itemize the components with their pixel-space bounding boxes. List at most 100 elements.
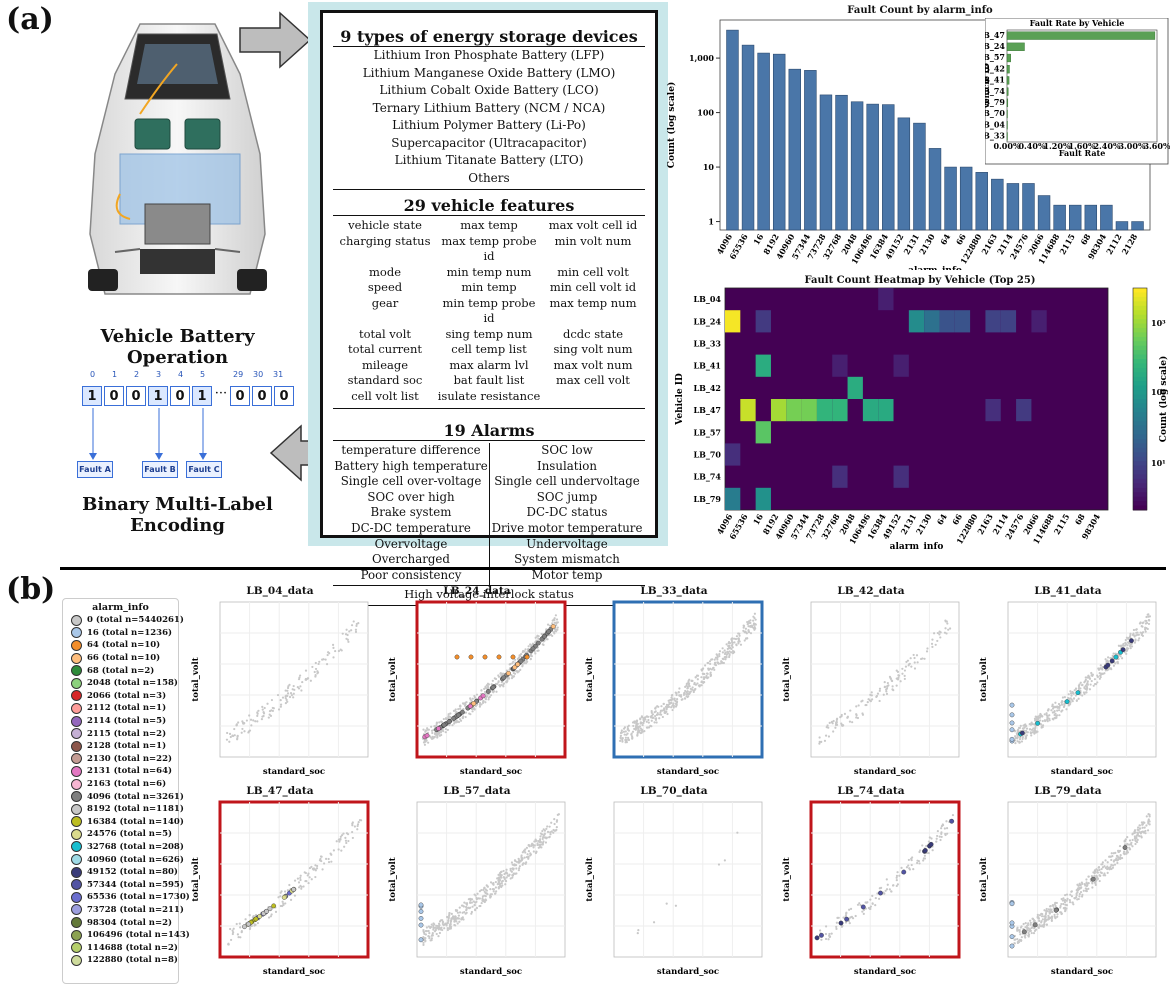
scatter-point (739, 643, 743, 646)
scatter-point (347, 640, 350, 643)
scatter-point (723, 859, 726, 862)
colorbar-tick: 10² (1151, 387, 1166, 397)
scatter-point (356, 823, 360, 826)
scatter-point (827, 735, 831, 738)
scatter-point (1048, 905, 1052, 908)
scatter-point (1090, 671, 1093, 675)
feature-item: min temp (461, 280, 517, 294)
binary-encoding-diagram: 0 1 2 3 4 5 29 30 31 1 0 0 1 0 1 ··· 0 0… (60, 370, 294, 480)
colorbar-segment (1133, 505, 1147, 511)
scatter-point (446, 927, 450, 930)
scatter-y-label: total_volt (388, 857, 398, 901)
highlight-point (1105, 662, 1111, 668)
colorbar-label: Count (log scale) (1158, 356, 1169, 442)
scatter-point (1147, 613, 1150, 616)
device-item: Lithium Manganese Oxide Battery (LMO) (362, 65, 616, 80)
scatter-point (314, 875, 317, 879)
scatter-point (1075, 889, 1078, 892)
legend-item: 2066 (total n=3) (63, 690, 178, 703)
scatter-point (874, 896, 877, 900)
scatter-point (521, 863, 524, 866)
legend-label: 2066 (total n=3) (87, 690, 167, 701)
scatter-point (1097, 866, 1100, 869)
scatter-point (702, 676, 706, 679)
scatter-point (714, 656, 718, 659)
highlight-point (1064, 699, 1070, 705)
scatter-point (350, 624, 354, 627)
highlight-point (446, 719, 452, 724)
legend-label: 73728 (total n=211) (87, 904, 184, 915)
scatter-point (895, 884, 898, 888)
heatmap-cell (1031, 310, 1047, 333)
highlight-point (1019, 730, 1025, 736)
scatter-point (497, 674, 500, 677)
scatter-point (437, 934, 440, 938)
scatter-point (1148, 813, 1151, 816)
scatter-point (462, 905, 465, 908)
scatter-point (941, 823, 944, 826)
scatter-point (1145, 626, 1148, 630)
scatter-panel: LB_47_data standard_soc total_volt (185, 785, 375, 990)
scatter-point (1145, 815, 1148, 818)
scatter-point (936, 834, 939, 838)
scatter-point (500, 870, 503, 873)
scatter-point (237, 936, 240, 939)
scatter-point (497, 681, 500, 684)
scatter-point (332, 849, 336, 852)
scatter-point (661, 715, 664, 719)
scatter-point (1139, 621, 1142, 624)
scatter-point (446, 922, 449, 925)
scatter-point (425, 729, 428, 732)
scatter-point (1141, 622, 1144, 625)
highlight-point (860, 904, 866, 910)
scatter-point (354, 630, 358, 633)
scatter-point (1074, 694, 1077, 697)
scatter-point (721, 647, 724, 650)
scatter-point (497, 881, 500, 884)
scatter-point (869, 898, 872, 901)
scatter-point (284, 702, 287, 705)
scatter-point (674, 705, 678, 708)
colorbar-segment (1133, 487, 1147, 493)
alarm-item: Single cell over-voltage (340, 474, 482, 489)
inset-bar (1006, 132, 1008, 141)
heatmap-cell (908, 310, 925, 333)
scatter-point (422, 943, 425, 946)
scatter-point (502, 682, 505, 685)
scatter-point (668, 702, 671, 706)
scatter-point (1116, 662, 1120, 665)
heatmap-cell (862, 399, 879, 422)
alarm-item: Motor temp (531, 567, 603, 582)
scatter-point (947, 628, 950, 631)
scatter-point (1136, 831, 1139, 834)
heatmap-y-label: LB_24 (693, 316, 721, 326)
scatter-point (260, 718, 264, 721)
scatter-point (494, 880, 497, 884)
bar (772, 53, 786, 231)
scatter-point (691, 686, 694, 689)
scatter-point (1077, 684, 1081, 687)
fault-arrows (89, 408, 207, 460)
scatter-point (510, 674, 513, 677)
scatter-point (446, 915, 449, 919)
scatter-point (1112, 652, 1115, 655)
scatter-point (335, 840, 338, 843)
scatter-point (1069, 893, 1072, 896)
scatter-point (885, 688, 888, 691)
alarms-title: 19 Alarms (333, 421, 645, 441)
bar (726, 29, 739, 231)
colorbar-segment (1133, 412, 1147, 418)
scatter-point (1019, 736, 1022, 739)
scatter-point (747, 631, 751, 634)
scatter-point (1114, 858, 1117, 861)
scatter-point (858, 902, 861, 905)
scatter-x-label: standard_soc (263, 967, 325, 977)
scatter-point (546, 623, 550, 626)
scatter-point (888, 888, 891, 891)
scatter-point (1098, 879, 1101, 883)
scatter-point (944, 627, 947, 630)
scatter-point (465, 701, 468, 704)
colorbar-segment (1133, 305, 1147, 311)
scatter-point (1120, 657, 1124, 660)
